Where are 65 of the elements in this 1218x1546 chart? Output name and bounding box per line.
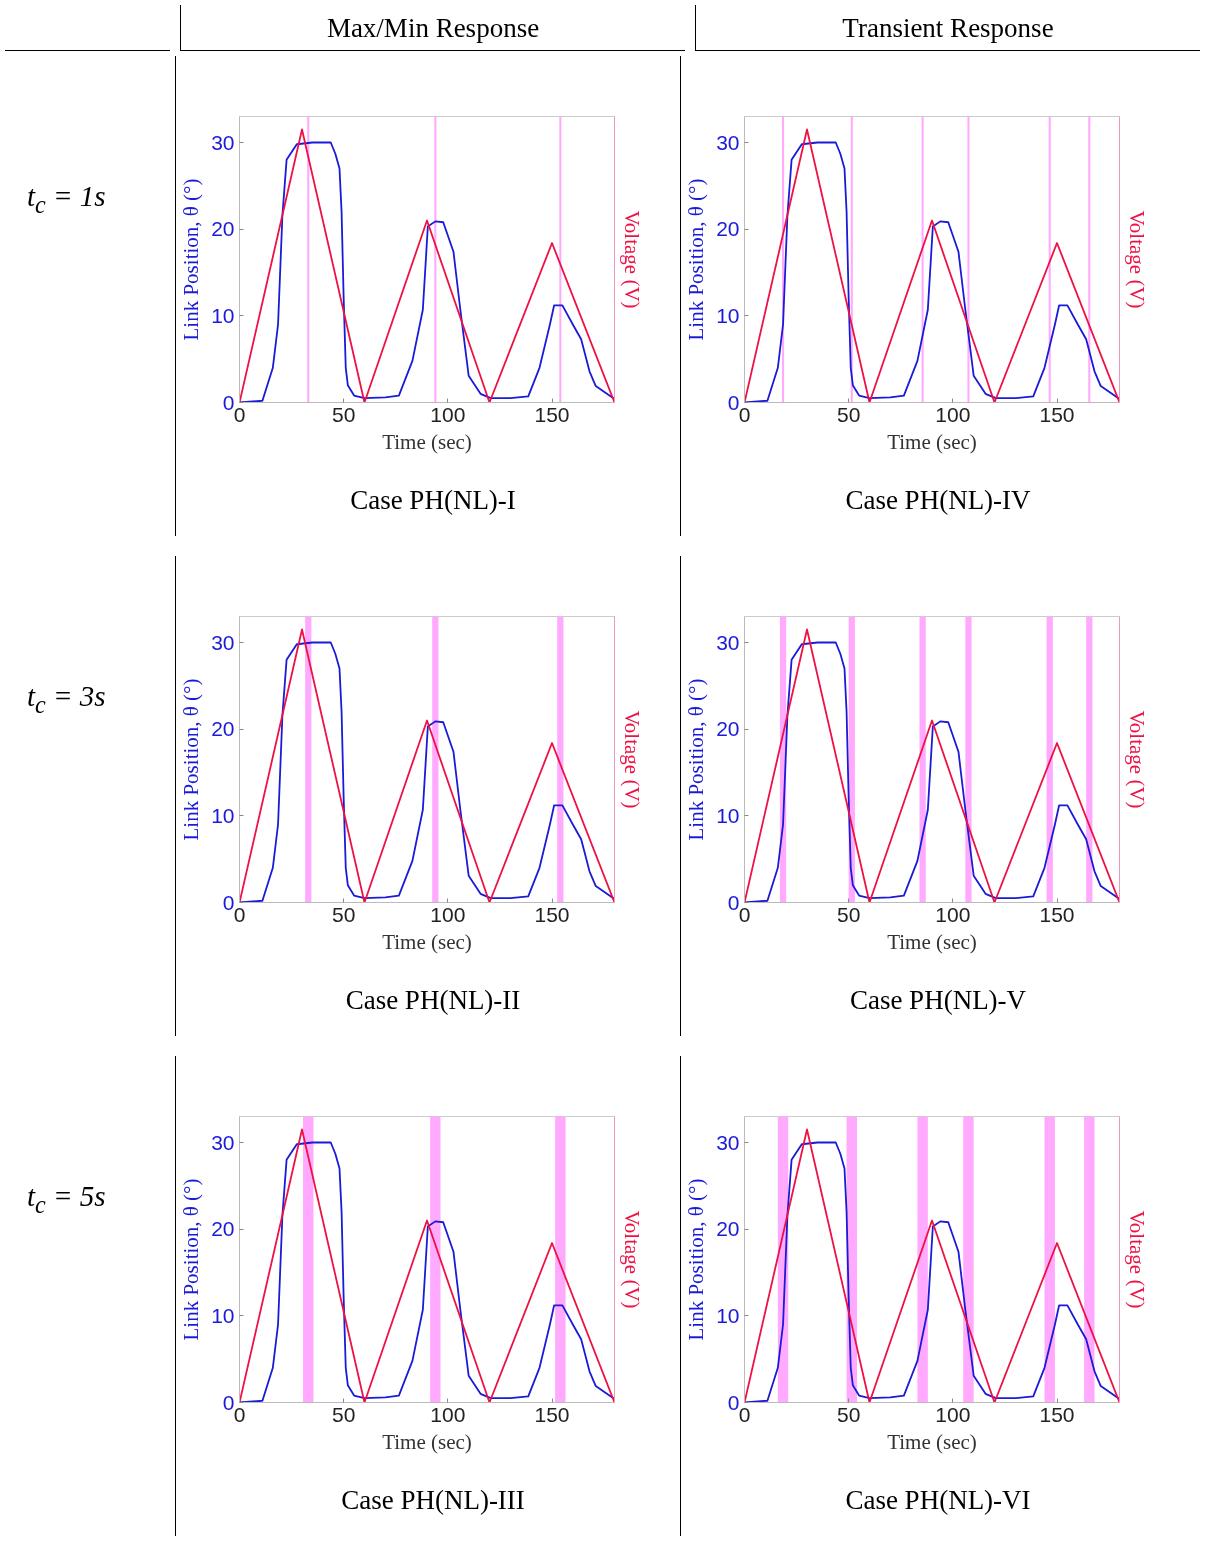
text: t$_{c}$ = 1s bbox=[27, 179, 106, 220]
x-tick-label: 100 bbox=[430, 402, 466, 426]
text: Case PH(NL)-IV bbox=[845, 484, 1031, 517]
y-tick-label: 20 bbox=[716, 217, 740, 241]
x-tick-label: 100 bbox=[935, 902, 971, 926]
y-tick-label: 30 bbox=[716, 130, 740, 154]
y-tick-label: 30 bbox=[716, 1130, 740, 1154]
x-tick-label: 50 bbox=[331, 1402, 356, 1426]
x-tick-label: 50 bbox=[836, 1402, 861, 1426]
y-axis-title: Link Position, θ (°) bbox=[684, 178, 709, 341]
y2-axis-title: Voltage (V) bbox=[1124, 710, 1149, 809]
x-axis-title: Time (sec) bbox=[887, 1429, 977, 1454]
x-axis-title: Time (sec) bbox=[887, 429, 977, 454]
x-tick-label: 100 bbox=[935, 402, 971, 426]
text: Case PH(NL)-VI bbox=[845, 1484, 1031, 1517]
text: Case PH(NL)-I bbox=[350, 484, 516, 517]
y2-axis-title: Voltage (V) bbox=[1124, 210, 1149, 309]
y-tick-label: 10 bbox=[716, 1303, 740, 1327]
y-axis-title: Link Position, θ (°) bbox=[684, 1178, 709, 1341]
text: Max/Min Response bbox=[326, 12, 540, 45]
y-axis-title: Link Position, θ (°) bbox=[684, 678, 709, 841]
x-tick-label: 50 bbox=[836, 402, 861, 426]
y-tick-label: 10 bbox=[716, 803, 740, 827]
x-tick-label: 50 bbox=[331, 402, 356, 426]
y-tick-label: 20 bbox=[716, 717, 740, 741]
y-axis-title: Link Position, θ (°) bbox=[179, 678, 204, 841]
y-tick-label: 30 bbox=[716, 630, 740, 654]
y-tick-label: 10 bbox=[211, 1303, 235, 1327]
y-tick-label: 10 bbox=[211, 303, 235, 327]
y-tick-label: 20 bbox=[211, 217, 235, 241]
text: Case PH(NL)-III bbox=[341, 1484, 525, 1517]
x-axis-title: Time (sec) bbox=[382, 429, 472, 454]
x-axis-title: Time (sec) bbox=[382, 1429, 472, 1454]
text: t$_{c}$ = 5s bbox=[27, 1179, 106, 1220]
x-tick-label: 150 bbox=[534, 1402, 570, 1426]
y2-axis-title: Voltage (V) bbox=[619, 210, 644, 309]
x-tick-label: 100 bbox=[935, 1402, 971, 1426]
y-axis-title: Link Position, θ (°) bbox=[179, 178, 204, 341]
y2-axis-title: Voltage (V) bbox=[619, 1210, 644, 1309]
y-tick-label: 30 bbox=[211, 630, 235, 654]
y-tick-label: 20 bbox=[211, 1217, 235, 1241]
y-tick-label: 30 bbox=[211, 1130, 235, 1154]
y-tick-label: 20 bbox=[211, 717, 235, 741]
x-tick-label: 50 bbox=[836, 902, 861, 926]
x-tick-label: 150 bbox=[534, 402, 570, 426]
y-tick-label: 20 bbox=[716, 1217, 740, 1241]
x-tick-label: 50 bbox=[331, 902, 356, 926]
x-axis-title: Time (sec) bbox=[382, 929, 472, 954]
y-tick-label: 10 bbox=[716, 303, 740, 327]
y-axis-title: Link Position, θ (°) bbox=[179, 1178, 204, 1341]
x-tick-label: 100 bbox=[430, 902, 466, 926]
x-tick-label: 100 bbox=[430, 1402, 466, 1426]
text: Case PH(NL)-V bbox=[849, 984, 1027, 1017]
x-tick-label: 150 bbox=[534, 902, 570, 926]
y-tick-label: 30 bbox=[211, 130, 235, 154]
text: Transient Response bbox=[842, 12, 1054, 45]
x-tick-label: 150 bbox=[1039, 1402, 1075, 1426]
x-tick-label: 150 bbox=[1039, 402, 1075, 426]
y2-axis-title: Voltage (V) bbox=[1124, 1210, 1149, 1309]
x-axis-title: Time (sec) bbox=[887, 929, 977, 954]
y2-axis-title: Voltage (V) bbox=[619, 710, 644, 809]
x-tick-label: 150 bbox=[1039, 902, 1075, 926]
text: Case PH(NL)-II bbox=[345, 984, 521, 1017]
text: t$_{c}$ = 3s bbox=[27, 679, 106, 720]
y-tick-label: 10 bbox=[211, 803, 235, 827]
